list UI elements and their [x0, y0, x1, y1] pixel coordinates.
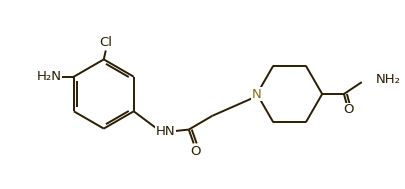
Text: O: O: [190, 145, 200, 158]
Text: HN: HN: [156, 125, 176, 138]
Text: NH₂: NH₂: [375, 73, 401, 86]
Text: H₂N: H₂N: [36, 70, 62, 83]
Text: N: N: [252, 88, 262, 101]
Text: Cl: Cl: [99, 36, 112, 49]
Text: O: O: [343, 103, 354, 116]
